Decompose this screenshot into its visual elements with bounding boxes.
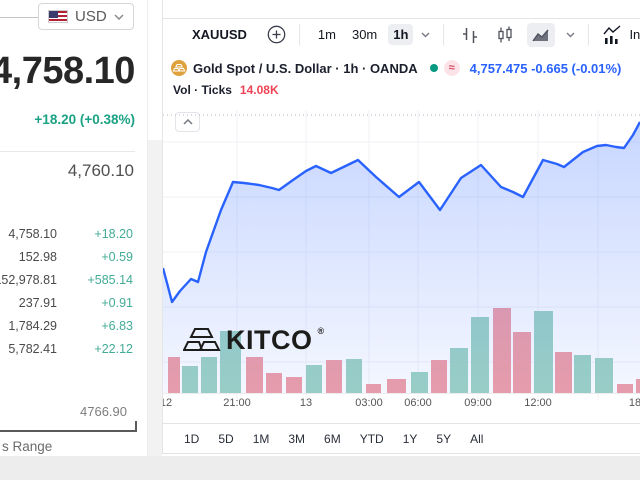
- range-tab-1m[interactable]: 1M: [246, 429, 277, 449]
- kitco-watermark-text: KITCO: [226, 325, 313, 355]
- chart-legend[interactable]: Gold Spot / U.S. Dollar · 1h · OANDA ≈ 4…: [171, 59, 621, 77]
- panel-gap: [148, 140, 162, 480]
- range-tabs-row: 1D 5D 1M 3M 6M YTD 1Y 5Y All: [163, 423, 640, 454]
- kitco-watermark: KITCO ®: [183, 325, 324, 355]
- interval-1m[interactable]: 1m: [317, 27, 336, 42]
- gold-spot-change: +18.20 (+0.38%): [34, 112, 135, 127]
- panel-top-border: [0, 17, 38, 18]
- secondary-price: 4,760.10: [67, 161, 134, 180]
- bars-style-icon[interactable]: [457, 22, 483, 48]
- range-high-value: 4766.90: [80, 404, 127, 419]
- range-tab-1d[interactable]: 1D: [177, 429, 206, 449]
- interval-dropdown-chevron-icon[interactable]: [421, 32, 430, 38]
- compare-add-icon[interactable]: [267, 25, 286, 44]
- currency-label: USD: [75, 8, 107, 25]
- range-tab-6m[interactable]: 6M: [317, 429, 348, 449]
- tradingview-chart-widget: XAUUSD 1m 30m 1h: [162, 0, 640, 454]
- price-row: 5,782.41 +22.12: [0, 342, 147, 365]
- area-fill: [163, 122, 640, 393]
- gold-price-panel: USD 4,758.10 +18.20 (+0.38%) 4,760.10 4,…: [0, 0, 148, 456]
- range-tab-5d[interactable]: 5D: [211, 429, 240, 449]
- area-style-icon-selected[interactable]: [527, 22, 556, 47]
- row-change: +18.20: [94, 227, 133, 241]
- x-axis-label: 03:00: [355, 397, 383, 409]
- volume-value: 14.08K: [239, 83, 279, 97]
- row-value: 237.91: [18, 296, 57, 310]
- x-axis-label: 09:00: [464, 397, 492, 409]
- row-change: +0.91: [101, 296, 133, 310]
- gold-spot-price: 4,758.10: [0, 50, 135, 92]
- interval-1h-active[interactable]: 1h: [388, 24, 414, 45]
- price-row: 237.91 +0.91: [0, 296, 147, 319]
- x-axis-label: 12:00: [524, 397, 552, 409]
- divider: [0, 151, 135, 152]
- row-change: +22.12: [94, 342, 133, 356]
- currency-selector[interactable]: USD: [38, 3, 134, 30]
- x-axis-label: 21:00: [223, 397, 251, 409]
- price-table: 4,758.10 +18.20 152.98 +0.59 152,978.81 …: [0, 227, 147, 365]
- kitco-gold-bars-icon: [183, 328, 221, 351]
- range-label: s Range: [2, 439, 53, 454]
- range-tab-ytd[interactable]: YTD: [353, 429, 391, 449]
- range-tab-3m[interactable]: 3M: [281, 429, 312, 449]
- range-slider-tick: [135, 421, 137, 430]
- price-chart-area[interactable]: KITCO ®: [163, 110, 640, 400]
- indicators-icon: [603, 24, 621, 44]
- row-value: 5,782.41: [8, 342, 57, 356]
- row-value: 152.98: [18, 250, 57, 264]
- registered-mark: ®: [317, 326, 325, 336]
- row-change: +6.83: [101, 319, 133, 333]
- page-bottom-strip: [0, 456, 640, 480]
- style-dropdown-chevron-icon[interactable]: [566, 32, 575, 38]
- indicators-button[interactable]: Indicators: [602, 24, 640, 45]
- range-slider[interactable]: [0, 421, 137, 432]
- price-row: 152.98 +0.59: [0, 250, 147, 273]
- price-row: 152,978.81 +585.14: [0, 273, 147, 296]
- range-tab-all[interactable]: All: [463, 429, 490, 449]
- row-value: 1,784.29: [8, 319, 57, 333]
- price-chart-svg[interactable]: [163, 110, 640, 400]
- x-axis-label: 13: [299, 397, 313, 409]
- range-tab-5y[interactable]: 5Y: [429, 429, 458, 449]
- legend-price-values: 4,757.475 -0.665 (-0.01%): [469, 60, 622, 76]
- time-axis[interactable]: 12 21:00 13 03:00 06:00 09:00 12:00 18: [163, 397, 640, 413]
- price-row: 1,784.29 +6.83: [0, 319, 147, 342]
- toolbar-separator: [443, 23, 445, 46]
- interval-30m[interactable]: 30m: [351, 27, 378, 42]
- symbol-search-button[interactable]: XAUUSD: [192, 27, 247, 42]
- volume-label: Vol · Ticks: [173, 83, 232, 97]
- x-axis-label: 12: [163, 397, 173, 409]
- gold-symbol-icon: [171, 60, 187, 76]
- row-change: +0.59: [101, 250, 133, 264]
- time-axis-border: [163, 393, 640, 394]
- legend-collapse-button[interactable]: [175, 112, 200, 132]
- x-axis-label: 06:00: [404, 397, 432, 409]
- chart-toolbar: XAUUSD 1m 30m 1h: [163, 18, 640, 50]
- range-tab-1y[interactable]: 1Y: [396, 429, 425, 449]
- toolbar-separator: [588, 23, 590, 46]
- indicators-label: Indicators: [629, 27, 640, 42]
- chevron-down-icon: [114, 13, 124, 20]
- us-flag-icon: [48, 10, 68, 23]
- legend-title: Gold Spot / U.S. Dollar · 1h · OANDA: [193, 60, 418, 76]
- price-row: 4,758.10 +18.20: [0, 227, 147, 250]
- volume-legend[interactable]: Vol · Ticks 14.08K: [173, 83, 279, 97]
- candles-style-icon[interactable]: [492, 22, 518, 48]
- row-value: 152,978.81: [0, 273, 57, 287]
- row-change: +585.14: [87, 273, 133, 287]
- price-line: [163, 121, 640, 304]
- delayed-data-icon: ≈: [443, 60, 460, 76]
- row-value: 4,758.10: [8, 227, 57, 241]
- toolbar-separator: [298, 23, 300, 46]
- chevron-up-icon: [182, 119, 193, 125]
- x-axis-label: 18: [628, 397, 640, 409]
- market-open-dot-icon: [429, 64, 438, 72]
